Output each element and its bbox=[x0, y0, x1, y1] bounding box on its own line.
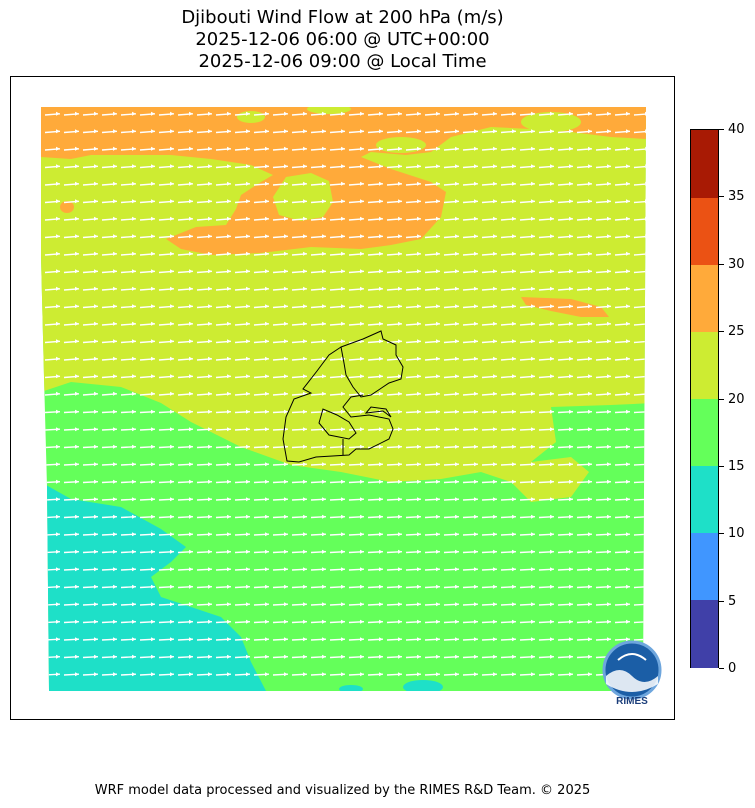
colorbar-tick bbox=[719, 601, 724, 602]
local-time: 2025-12-06 09:00 @ Local Time bbox=[198, 51, 487, 72]
colorbar-segment bbox=[691, 264, 718, 332]
rimes-logo: RIMES bbox=[602, 640, 662, 707]
colorbar-segment bbox=[691, 130, 718, 198]
logo-text: RIMES bbox=[616, 696, 648, 707]
wind-map bbox=[41, 107, 646, 691]
colorbar-tick bbox=[719, 466, 724, 467]
colorbar-tick-label: 15 bbox=[728, 459, 745, 474]
colorbar-tick bbox=[719, 668, 724, 669]
colorbar-tick-label: 5 bbox=[728, 594, 737, 609]
colorbar-tick-label: 20 bbox=[728, 392, 745, 407]
colorbar-segment bbox=[691, 532, 718, 601]
colorbar-segment bbox=[691, 599, 718, 668]
colorbar-tick-label: 25 bbox=[728, 324, 745, 339]
colorbar-tick-label: 30 bbox=[728, 257, 745, 272]
djibouti-border bbox=[282, 330, 404, 463]
wind-patch-teal-bottom bbox=[403, 680, 443, 691]
colorbar-tick bbox=[719, 196, 724, 197]
colorbar-tick-label: 10 bbox=[728, 526, 745, 541]
utc-time: 2025-12-06 06:00 @ UTC+00:00 bbox=[195, 29, 490, 50]
colorbar-tick-label: 35 bbox=[728, 189, 745, 204]
map-title: Djibouti Wind Flow at 200 hPa (m/s) bbox=[181, 7, 504, 28]
colorbar bbox=[690, 129, 719, 668]
colorbar-segment bbox=[691, 465, 718, 534]
footer-credit: WRF model data processed and visualized … bbox=[94, 783, 591, 798]
colorbar-tick bbox=[719, 331, 724, 332]
colorbar-tick-label: 40 bbox=[728, 122, 745, 137]
colorbar-segment bbox=[691, 398, 718, 467]
colorbar-segment bbox=[691, 197, 718, 265]
colorbar-tick bbox=[719, 264, 724, 265]
colorbar-tick-label: 0 bbox=[728, 661, 737, 676]
map-frame bbox=[10, 76, 675, 720]
colorbar-tick bbox=[719, 399, 724, 400]
colorbar-tick bbox=[719, 533, 724, 534]
wind-vectors bbox=[44, 111, 646, 677]
colorbar-tick bbox=[719, 129, 724, 130]
colorbar-segment bbox=[691, 331, 718, 399]
